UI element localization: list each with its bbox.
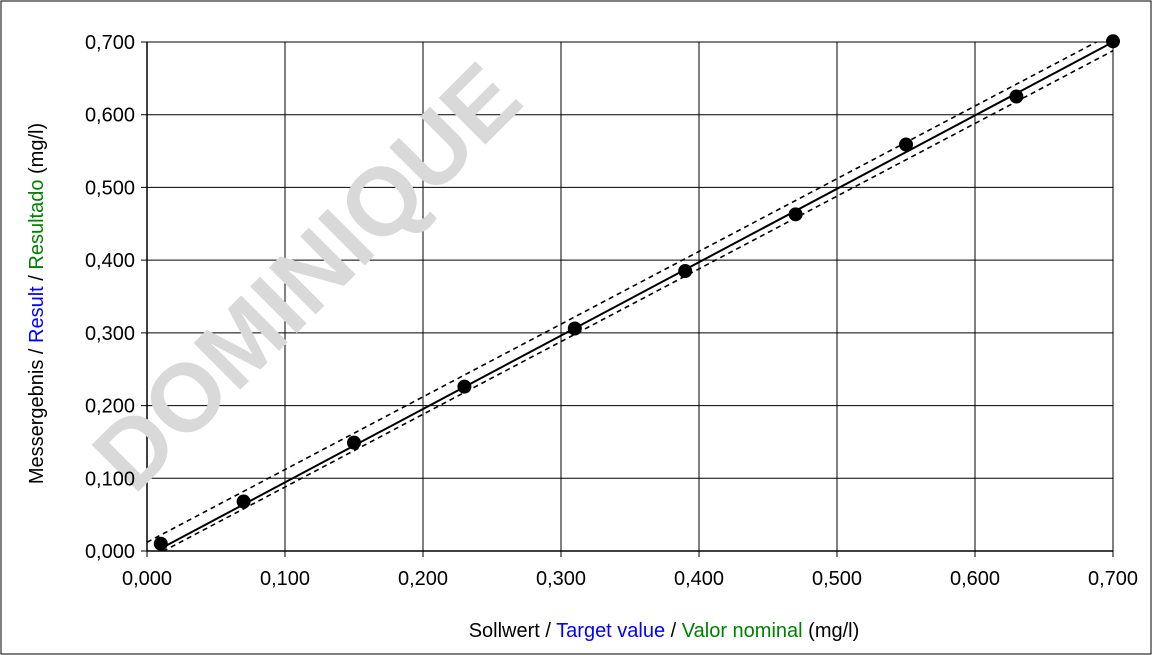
x-tick-labels: 0,000 0,100 0,200 0,300 0,400 0,500 0,600 0,700 [122,568,1138,590]
x-tick-label: 0,000 [122,568,172,590]
y-axis-label-part: Result [26,286,48,343]
confidence-band-line [161,50,1113,551]
data-point [153,536,168,551]
y-axis-label-part: (mg/l) [26,123,48,180]
regression-line-group [160,41,1114,550]
y-tick-label: 0,100 [85,468,135,490]
x-tick-label: 0,500 [812,568,862,590]
data-point [678,264,693,279]
x-tick-label: 0,600 [950,568,1000,590]
data-point [347,435,361,450]
y-axis-label-part: / [26,270,48,287]
y-axis-label: Messergebnis / Result / Resultado (mg/l) [26,123,48,484]
x-axis-label-part: Sollwert / [469,620,556,642]
data-point [788,207,803,222]
regression-line [160,41,1114,550]
y-tick-label: 0,200 [85,396,135,418]
grid [141,41,1114,557]
data-point [457,379,472,394]
data-point [1009,89,1024,104]
x-tick-label: 0,200 [398,568,448,590]
y-tick-label: 0,000 [85,541,135,563]
data-point [567,321,582,336]
x-tick-label: 0,400 [674,568,724,590]
y-tick-label: 0,500 [85,177,135,199]
x-axis-label-part: Valor nominal [682,620,803,642]
y-tick-label: 0,700 [85,32,135,54]
y-tick-labels: 0,000 0,100 0,200 0,300 0,400 0,500 0,600 0,700 [85,32,135,563]
x-axis-label: Sollwert / Target value / Valor nominal … [469,620,860,642]
x-tick-label: 0,300 [536,568,586,590]
x-axis-label-part: / [665,620,682,642]
x-tick-label: 0,100 [260,568,310,590]
data-points [153,34,1120,551]
confidence-band-line [147,42,1099,543]
y-axis-label-part: Messergebnis / [26,343,48,484]
y-tick-label: 0,600 [85,105,135,127]
data-point [1106,34,1120,49]
data-point [236,494,251,509]
data-point [899,137,913,152]
y-tick-label: 0,400 [85,250,135,272]
y-tick-label: 0,300 [85,323,135,345]
confidence-bands [147,42,1113,551]
x-tick-label: 0,700 [1088,568,1138,590]
y-axis-label-part: Resultado [26,180,48,270]
x-axis-label-part: Target value [556,620,665,642]
x-axis-label-part: (mg/l) [803,620,860,642]
